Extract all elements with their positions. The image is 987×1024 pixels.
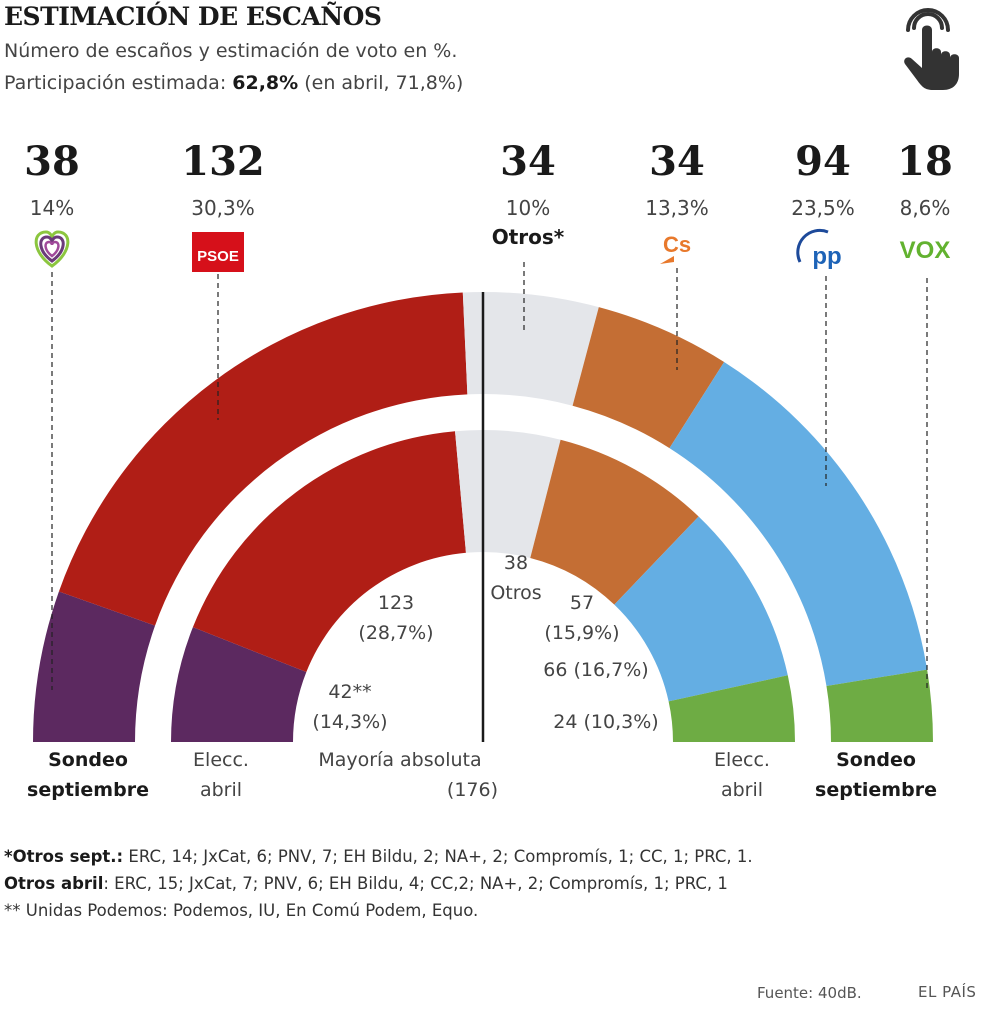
pct-psoe: 30,3% [191, 196, 255, 220]
segment-abril-otros [455, 430, 561, 558]
majority-label: Mayoría absoluta [318, 749, 481, 771]
inner-right-label-1: Elecc. [714, 749, 770, 771]
segment-sondeo-cs [572, 307, 725, 449]
outer-left-label-1: Sondeo [48, 749, 128, 771]
label-cs-abril-pct: (15,9%) [544, 622, 619, 644]
majority-value: (176) [447, 779, 498, 801]
label-vox-abril: 24 (10,3%) [553, 711, 658, 733]
label-up-abril-pct: (14,3%) [312, 711, 387, 733]
label-psoe-abril-seats: 123 [378, 592, 414, 614]
segment-sondeo-otros [462, 292, 599, 406]
pct-pp: 23,5% [791, 196, 855, 220]
footnote-otros-sept-text: ERC, 14; JxCat, 6; PNV, 7; EH Bildu, 2; … [123, 847, 753, 866]
footnote-unidas-podemos: ** Unidas Podemos: Podemos, IU, En Comú … [4, 901, 478, 920]
seats-cs: 34 [649, 138, 705, 185]
chart-subtitle: Número de escaños y estimación de voto e… [4, 40, 458, 62]
segment-abril-pp [614, 516, 788, 702]
label-pp-abril: 66 (16,7%) [543, 659, 648, 681]
leader-lines [51, 262, 928, 692]
footnote-unidas-podemos-text: ** Unidas Podemos: Podemos, IU, En Comú … [4, 901, 479, 920]
label-up-abril-seats: 42** [328, 681, 371, 703]
footnote-otros-abril-text: : ERC, 15; JxCat, 7; PNV, 6; EH Bildu, 4… [103, 874, 728, 893]
label-cs-abril-seats: 57 [570, 592, 594, 614]
outer-right-label-2: septiembre [815, 779, 937, 801]
inner-right-label-2: abril [721, 779, 763, 801]
vox-logo-text: VOX [900, 237, 951, 264]
segment-sondeo-pp [669, 362, 928, 687]
chart-title: ESTIMACIÓN DE ESCAÑOS [4, 2, 382, 31]
pp-logo: pp [796, 228, 842, 270]
rings-group [33, 292, 933, 742]
segment-sondeo-vox [826, 669, 933, 742]
pct-vox: 8,6% [900, 196, 951, 220]
turnout-suffix: (en abril, 71,8%) [298, 72, 464, 94]
pct-cs: 13,3% [645, 196, 709, 220]
inner-left-label-2: abril [200, 779, 242, 801]
pct-unidas-podemos: 14% [30, 196, 74, 220]
segment-abril-unidas-podemos [171, 627, 307, 742]
psoe-logo: PSOE [192, 232, 244, 272]
seats-unidas-podemos: 38 [24, 138, 80, 185]
otros-header-label: Otros* [492, 225, 565, 249]
source-note: Fuente: 40dB. [757, 984, 862, 1002]
segment-sondeo-psoe [58, 292, 468, 626]
footnote-otros-sept: *Otros sept.: ERC, 14; JxCat, 6; PNV, 7;… [4, 847, 753, 866]
segment-sondeo-unidas-podemos [33, 591, 156, 742]
party-headers: 38 14% 132 30,3% 34 10% 34 13,3% 94 23,5… [24, 138, 953, 220]
outer-left-label-2: septiembre [27, 779, 149, 801]
inner-labels: 42** (14,3%) 123 (28,7%) 38 Otros 57 (15… [312, 552, 658, 733]
segment-abril-psoe [192, 431, 466, 673]
label-otros-abril-name: Otros [490, 582, 541, 604]
label-otros-abril-seats: 38 [504, 552, 528, 574]
footnote-otros-abril: Otros abril: ERC, 15; JxCat, 7; PNV, 6; … [4, 874, 728, 893]
seats-vox: 18 [897, 138, 953, 185]
seats-psoe: 132 [181, 138, 265, 185]
label-psoe-abril-pct: (28,7%) [358, 622, 433, 644]
footnote-otros-abril-bold: Otros abril [4, 874, 104, 893]
pct-otros: 10% [506, 196, 550, 220]
outer-right-label-1: Sondeo [836, 749, 916, 771]
inner-left-label-1: Elecc. [193, 749, 249, 771]
hand-pointer-icon[interactable] [888, 6, 968, 90]
cs-logo-text: Cs [663, 232, 691, 257]
ring-labels: Sondeo septiembre Elecc. abril Mayoría a… [27, 749, 937, 801]
segment-abril-cs [530, 439, 699, 605]
pp-logo-text: pp [812, 243, 841, 270]
cs-logo: Cs [660, 232, 691, 264]
turnout-value: 62,8% [232, 72, 299, 94]
brand-name: EL PAÍS [918, 983, 977, 1001]
segment-abril-vox [668, 675, 796, 742]
psoe-logo-text: PSOE [197, 248, 239, 265]
turnout-line: Participación estimada: 62,8% (en abril,… [4, 72, 463, 94]
heart-logo [34, 230, 70, 268]
seats-pp: 94 [795, 138, 851, 185]
seat-chart: 38 14% 132 30,3% 34 10% 34 13,3% 94 23,5… [24, 138, 953, 801]
seats-otros: 34 [500, 138, 556, 185]
turnout-prefix: Participación estimada: [4, 72, 233, 94]
footnote-otros-sept-bold: *Otros sept.: [4, 847, 124, 866]
